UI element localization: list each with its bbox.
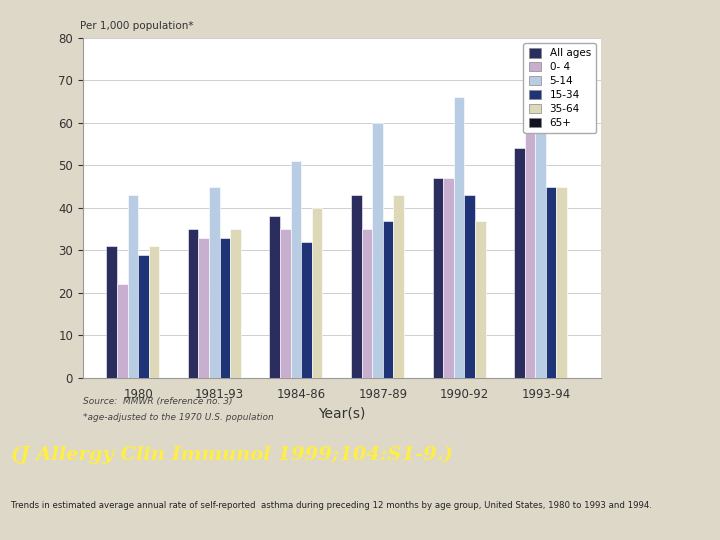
Bar bbox=[535, 59, 546, 378]
Bar bbox=[188, 229, 199, 378]
Bar bbox=[393, 195, 404, 378]
Bar bbox=[138, 255, 149, 378]
Bar bbox=[117, 285, 127, 378]
Legend: All ages, 0- 4, 5-14, 15-34, 35-64, 65+: All ages, 0- 4, 5-14, 15-34, 35-64, 65+ bbox=[523, 43, 596, 133]
Text: *age-adjusted to the 1970 U.S. population: *age-adjusted to the 1970 U.S. populatio… bbox=[83, 413, 274, 422]
Bar bbox=[280, 229, 291, 378]
Bar bbox=[514, 148, 525, 378]
Bar bbox=[209, 187, 220, 378]
Bar bbox=[464, 195, 475, 378]
Bar bbox=[107, 246, 117, 378]
Text: Trends in estimated average annual rate of self-reported  asthma during precedin: Trends in estimated average annual rate … bbox=[11, 501, 652, 510]
Bar bbox=[383, 221, 393, 378]
Text: Source:  MMWR (reference no. 3): Source: MMWR (reference no. 3) bbox=[83, 397, 233, 406]
Text: (J Allergy Clin Immunol 1999;104:S1-9.): (J Allergy Clin Immunol 1999;104:S1-9.) bbox=[11, 446, 453, 464]
Bar bbox=[443, 178, 454, 378]
Bar bbox=[127, 195, 138, 378]
Bar bbox=[351, 195, 361, 378]
Bar bbox=[199, 238, 209, 378]
Text: Per 1,000 population*: Per 1,000 population* bbox=[80, 21, 194, 31]
Bar bbox=[230, 229, 241, 378]
X-axis label: Year(s): Year(s) bbox=[318, 406, 366, 420]
Bar bbox=[525, 131, 535, 378]
Bar bbox=[433, 178, 443, 378]
Bar bbox=[372, 123, 383, 378]
Bar bbox=[312, 208, 323, 378]
Bar bbox=[301, 242, 312, 378]
Bar bbox=[557, 187, 567, 378]
Bar bbox=[546, 187, 557, 378]
Bar bbox=[361, 229, 372, 378]
Bar bbox=[220, 238, 230, 378]
Bar bbox=[269, 217, 280, 378]
Bar bbox=[475, 221, 485, 378]
Bar bbox=[149, 246, 159, 378]
Bar bbox=[454, 97, 464, 378]
Bar bbox=[291, 161, 301, 378]
